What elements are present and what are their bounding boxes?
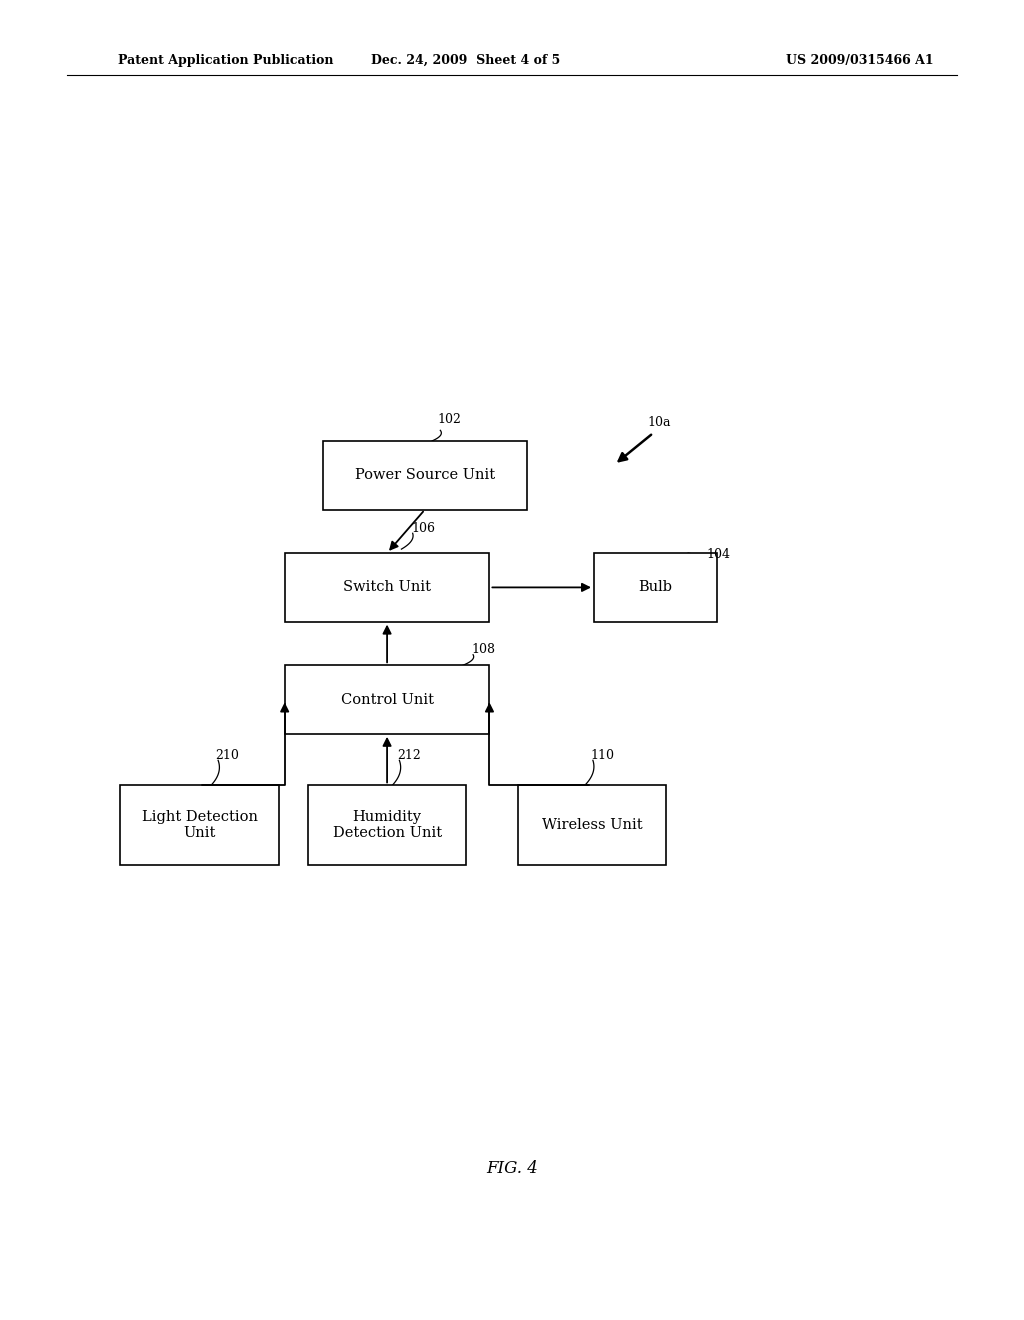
- Text: 102: 102: [437, 413, 461, 426]
- Text: FIG. 4: FIG. 4: [486, 1160, 538, 1176]
- FancyBboxPatch shape: [307, 785, 467, 865]
- FancyBboxPatch shape: [285, 665, 489, 734]
- Text: Bulb: Bulb: [638, 581, 673, 594]
- Text: Patent Application Publication: Patent Application Publication: [118, 54, 333, 67]
- Text: Humidity
Detection Unit: Humidity Detection Unit: [333, 810, 441, 840]
- Text: US 2009/0315466 A1: US 2009/0315466 A1: [786, 54, 934, 67]
- Text: 10a: 10a: [647, 416, 671, 429]
- Text: 210: 210: [215, 748, 239, 762]
- FancyBboxPatch shape: [517, 785, 666, 865]
- Text: 110: 110: [591, 748, 614, 762]
- Text: Wireless Unit: Wireless Unit: [542, 818, 642, 832]
- Text: Dec. 24, 2009  Sheet 4 of 5: Dec. 24, 2009 Sheet 4 of 5: [372, 54, 560, 67]
- FancyBboxPatch shape: [285, 553, 489, 622]
- Text: Light Detection
Unit: Light Detection Unit: [141, 810, 258, 840]
- Text: 108: 108: [471, 643, 495, 656]
- Text: Control Unit: Control Unit: [341, 693, 433, 706]
- Text: 106: 106: [412, 521, 435, 535]
- Text: Power Source Unit: Power Source Unit: [355, 469, 495, 482]
- Text: Switch Unit: Switch Unit: [343, 581, 431, 594]
- Text: 104: 104: [707, 548, 730, 561]
- FancyBboxPatch shape: [323, 441, 527, 510]
- Text: 212: 212: [397, 748, 421, 762]
- FancyBboxPatch shape: [594, 553, 717, 622]
- FancyBboxPatch shape: [121, 785, 279, 865]
